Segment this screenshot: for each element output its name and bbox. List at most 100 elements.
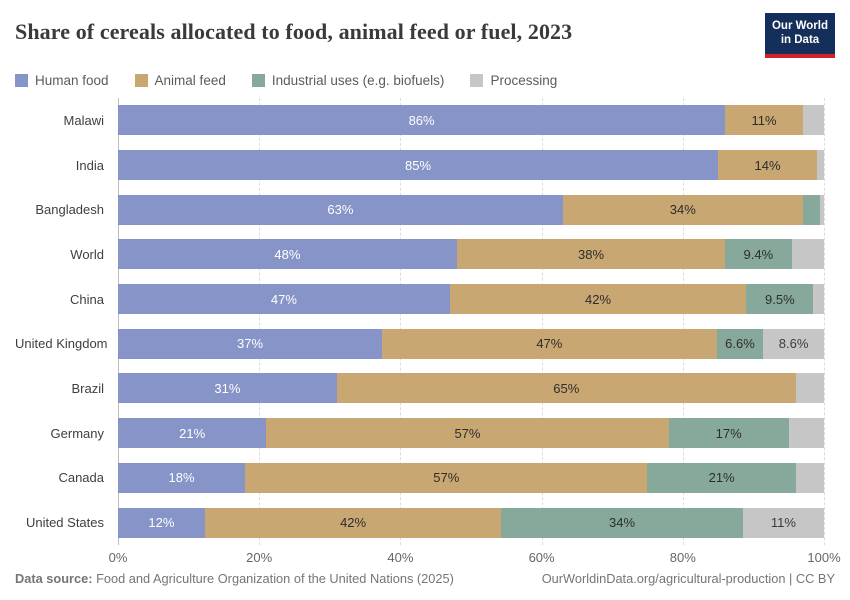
gridline <box>682 98 684 545</box>
bar-segment-industrial-uses-e-g-biofuels[interactable] <box>802 194 821 225</box>
bar-segment-human-food[interactable]: 31% <box>118 373 337 404</box>
bar-value-label: 42% <box>340 515 367 531</box>
x-axis-tick: 0% <box>108 549 128 565</box>
bar-value-label: 6.6% <box>725 336 755 352</box>
chart-plot-area: Malawi 86% 11% India 85% 14% Bangladesh 63% 34% W… <box>15 98 841 565</box>
bar-value-label: 37% <box>237 336 264 352</box>
bar-segment-processing[interactable] <box>788 418 824 449</box>
stacked-bar-canada[interactable]: 18% 57% 21% <box>118 462 824 493</box>
bar-segment-animal-feed[interactable]: 34% <box>562 194 803 225</box>
owid-logo-line1: Our World <box>771 20 828 33</box>
stacked-bar-india[interactable]: 85% 14% <box>118 150 824 181</box>
bar-segment-processing[interactable] <box>802 105 824 136</box>
legend-item-industrial-uses-e-g-biofuels[interactable]: Industrial uses (e.g. biofuels) <box>251 73 444 88</box>
bar-segment-animal-feed[interactable]: 47% <box>382 328 717 359</box>
bar-segment-human-food[interactable]: 21% <box>118 418 267 449</box>
bar-segment-industrial-uses-e-g-biofuels[interactable]: 34% <box>501 507 743 538</box>
bar-segment-animal-feed[interactable]: 65% <box>336 373 796 404</box>
header: Share of cereals allocated to food, anim… <box>15 0 835 58</box>
stacked-bar-united-states[interactable]: 12% 42% 34% 11% <box>118 507 824 538</box>
x-axis: 0% 20% 40% 60% 80% 100% <box>15 547 841 569</box>
legend-item-animal-feed[interactable]: Animal feed <box>134 73 226 88</box>
stacked-bar-china[interactable]: 47% 42% 9.5% <box>118 284 824 315</box>
bar-segment-industrial-uses-e-g-biofuels[interactable]: 9.4% <box>725 239 792 270</box>
bar-value-label: 11% <box>770 515 796 531</box>
legend-item-processing[interactable]: Processing <box>470 73 557 88</box>
bar-value-label: 18% <box>168 470 195 486</box>
bar-value-label: 14% <box>754 157 781 173</box>
country-label: Brazil <box>71 380 104 396</box>
legend-label: Processing <box>490 72 558 88</box>
stacked-bar-malawi[interactable]: 86% 11% <box>118 105 824 136</box>
bar-segment-industrial-uses-e-g-biofuels[interactable]: 6.6% <box>716 328 764 359</box>
bar-value-label: 11% <box>751 112 777 128</box>
owid-logo[interactable]: Our World in Data <box>765 13 835 58</box>
bar-value-label: 8.6% <box>778 336 809 352</box>
bar-segment-animal-feed[interactable]: 38% <box>456 239 726 270</box>
bar-segment-animal-feed[interactable]: 57% <box>266 418 669 449</box>
chart-row-germany: Germany 21% 57% 17% <box>15 411 835 456</box>
chart-row-brazil: Brazil 31% 65% <box>15 366 835 411</box>
bar-segment-processing[interactable]: 11% <box>742 507 824 538</box>
bar-value-label: 34% <box>609 515 636 531</box>
bar-segment-human-food[interactable]: 85% <box>118 150 719 181</box>
bar-value-label: 65% <box>553 380 580 396</box>
bar-segment-animal-feed[interactable]: 42% <box>204 507 502 538</box>
gridline <box>118 98 119 545</box>
x-axis-tick: 100% <box>807 549 841 565</box>
chart-legend: Human food Animal feed Industrial uses (e.… <box>15 72 835 88</box>
country-label: Germany <box>50 425 104 441</box>
bar-segment-processing[interactable] <box>816 150 824 181</box>
legend-swatch-icon <box>470 73 484 87</box>
bar-segment-animal-feed[interactable]: 42% <box>449 284 747 315</box>
page-title: Share of cereals allocated to food, anim… <box>15 19 573 44</box>
bar-segment-industrial-uses-e-g-biofuels[interactable]: 17% <box>668 418 789 449</box>
bar-segment-human-food[interactable]: 86% <box>118 105 726 136</box>
chart-row-world: World 48% 38% 9.4% <box>15 232 835 277</box>
chart-rows: Malawi 86% 11% India 85% 14% Bangladesh 63% 34% W… <box>15 98 835 545</box>
legend-swatch-icon <box>15 73 28 87</box>
chart-row-china: China 47% 42% 9.5% <box>15 277 835 322</box>
stacked-bar-bangladesh[interactable]: 63% 34% <box>118 194 824 225</box>
gridline <box>400 98 402 545</box>
bar-segment-industrial-uses-e-g-biofuels[interactable]: 21% <box>647 462 796 493</box>
bar-segment-industrial-uses-e-g-biofuels[interactable]: 9.5% <box>746 284 814 315</box>
bar-segment-processing[interactable] <box>820 194 824 225</box>
bar-segment-human-food[interactable]: 63% <box>118 194 563 225</box>
owid-logo-line2: in Data <box>780 33 820 46</box>
bar-segment-processing[interactable] <box>791 239 824 270</box>
bar-segment-animal-feed[interactable]: 14% <box>718 150 817 181</box>
chart-row-malawi: Malawi 86% 11% <box>15 98 835 143</box>
stacked-bar-brazil[interactable]: 31% 65% <box>118 373 824 404</box>
gridline <box>824 98 825 545</box>
bar-segment-human-food[interactable]: 48% <box>118 239 457 270</box>
x-axis-tick: 20% <box>246 549 273 565</box>
bar-segment-animal-feed[interactable]: 11% <box>725 105 803 136</box>
bar-value-label: 85% <box>405 157 432 173</box>
bar-segment-processing[interactable] <box>795 373 824 404</box>
data-source-text: Food and Agriculture Organization of the… <box>92 571 454 586</box>
bar-segment-processing[interactable]: 8.6% <box>763 328 824 359</box>
bar-value-label: 31% <box>214 380 241 396</box>
bar-value-label: 21% <box>179 425 206 441</box>
legend-swatch-icon <box>251 73 265 87</box>
country-label: Malawi <box>63 112 104 128</box>
gridline <box>541 98 543 545</box>
bar-value-label: 47% <box>536 336 563 352</box>
bar-segment-animal-feed[interactable]: 57% <box>245 462 648 493</box>
stacked-bar-germany[interactable]: 21% 57% 17% <box>118 418 824 449</box>
bar-segment-processing[interactable] <box>795 462 824 493</box>
bar-segment-processing[interactable] <box>813 284 824 315</box>
bar-segment-human-food[interactable]: 12% <box>118 507 205 538</box>
credit-link[interactable]: OurWorldinData.org/agricultural-producti… <box>541 571 835 586</box>
legend-item-human-food[interactable]: Human food <box>15 73 109 88</box>
bar-value-label: 12% <box>148 515 175 531</box>
bar-segment-human-food[interactable]: 47% <box>118 284 450 315</box>
stacked-bar-united-kingdom[interactable]: 37% 47% 6.6% 8.6% <box>118 328 824 359</box>
bar-value-label: 21% <box>708 470 735 486</box>
bar-segment-human-food[interactable]: 37% <box>118 328 383 359</box>
stacked-bar-world[interactable]: 48% 38% 9.4% <box>118 239 824 270</box>
bar-segment-human-food[interactable]: 18% <box>118 462 246 493</box>
x-axis-tick: 40% <box>387 549 414 565</box>
